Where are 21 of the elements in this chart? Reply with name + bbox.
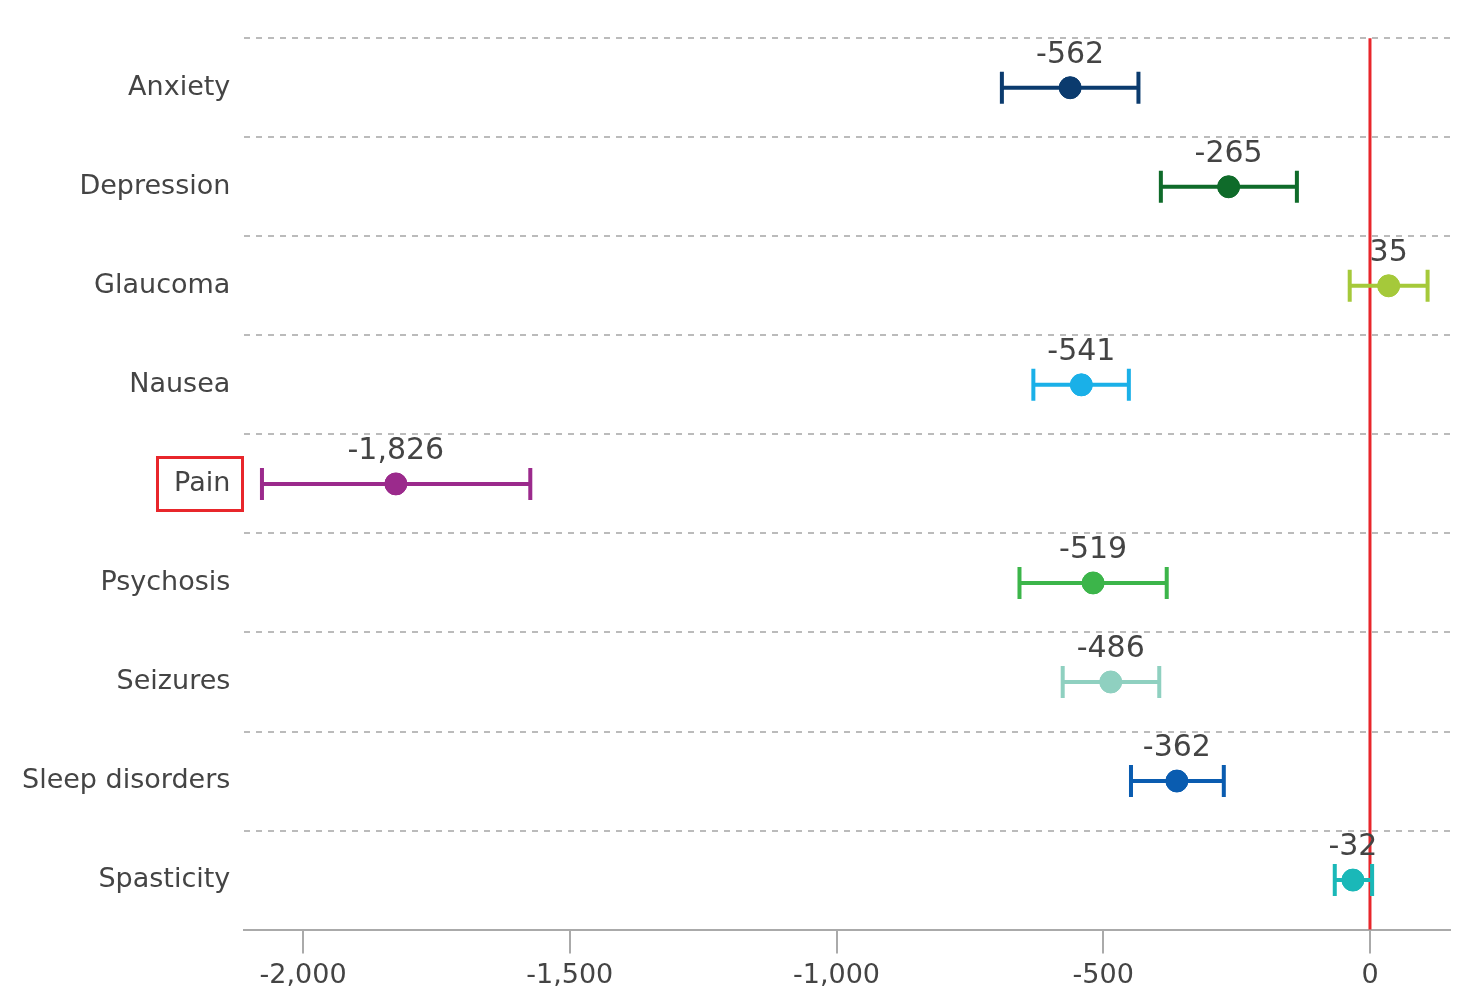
data-label: -519 — [1059, 529, 1128, 565]
y-tick-label: Seizures — [116, 664, 231, 695]
y-tick-label: Glaucoma — [94, 267, 231, 299]
data-label: -265 — [1194, 133, 1263, 169]
data-label: -486 — [1076, 628, 1145, 664]
data-label: -541 — [1047, 331, 1116, 367]
y-tick-label: Sleep disorders — [21, 763, 231, 795]
data-label: -562 — [1036, 34, 1105, 70]
x-tick-label: -2,000 — [259, 957, 347, 989]
data-label: -1,826 — [347, 430, 445, 466]
y-tick-label: Depression — [79, 168, 231, 200]
x-tick-label: -500 — [1072, 957, 1134, 989]
y-tick-label: Spasticity — [98, 862, 231, 894]
y-tick-label: Pain — [174, 465, 231, 497]
x-tick-label: -1,500 — [526, 957, 614, 989]
y-tick-label: Anxiety — [128, 69, 231, 101]
x-tick-label: 0 — [1361, 957, 1379, 989]
data-label: -362 — [1142, 727, 1211, 763]
x-tick-label: -1,000 — [792, 957, 881, 989]
y-tick-label: Psychosis — [100, 564, 231, 596]
y-tick-label: Nausea — [129, 366, 231, 398]
